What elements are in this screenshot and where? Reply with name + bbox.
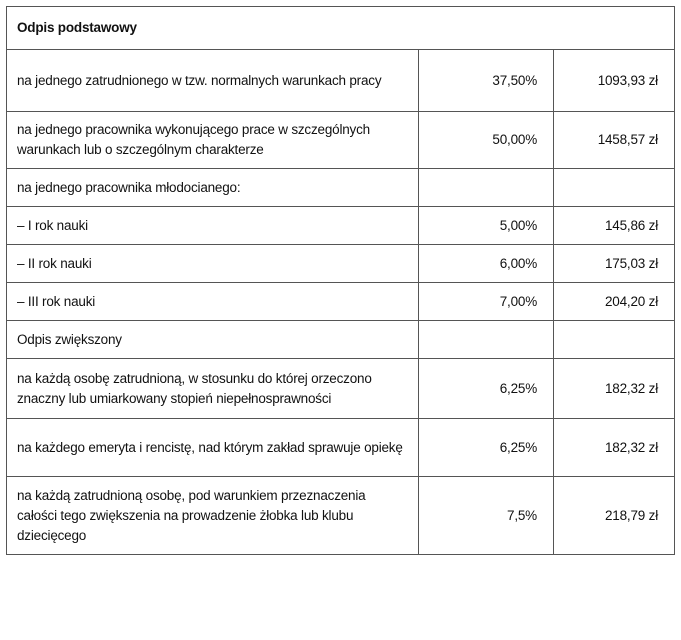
amount-cell: 182,32 zł bbox=[553, 418, 675, 477]
row-label: na jednego pracownika wykonującego prace… bbox=[6, 111, 419, 169]
rate-cell: 7,00% bbox=[418, 282, 554, 321]
rate-cell: 6,25% bbox=[418, 418, 554, 477]
allowance-table: Odpis podstawowy na jednego zatrudnioneg… bbox=[6, 6, 675, 555]
amount-cell: 204,20 zł bbox=[553, 282, 675, 321]
amount-cell: 218,79 zł bbox=[553, 476, 675, 555]
table-row: na każdą zatrudnioną osobę, pod warunkie… bbox=[6, 476, 675, 555]
empty-cell bbox=[553, 168, 675, 207]
empty-cell bbox=[418, 320, 554, 359]
empty-cell bbox=[418, 168, 554, 207]
rate-cell: 37,50% bbox=[418, 49, 554, 112]
amount-cell: 175,03 zł bbox=[553, 244, 675, 283]
table-title: Odpis podstawowy bbox=[6, 6, 675, 50]
row-label: Odpis zwiększony bbox=[6, 320, 419, 359]
table-row: na jednego pracownika wykonującego prace… bbox=[6, 111, 675, 169]
rate-cell: 7,5% bbox=[418, 476, 554, 555]
row-label: – III rok nauki bbox=[6, 282, 419, 321]
row-label: na każdego emeryta i rencistę, nad który… bbox=[6, 418, 419, 477]
row-label: na jednego zatrudnionego w tzw. normalny… bbox=[6, 49, 419, 112]
rate-cell: 50,00% bbox=[418, 111, 554, 169]
row-label: – I rok nauki bbox=[6, 206, 419, 245]
table-row: – III rok nauki 7,00% 204,20 zł bbox=[6, 282, 675, 321]
row-label: – II rok nauki bbox=[6, 244, 419, 283]
table-row: – II rok nauki 6,00% 175,03 zł bbox=[6, 244, 675, 283]
rate-cell: 5,00% bbox=[418, 206, 554, 245]
table-row: – I rok nauki 5,00% 145,86 zł bbox=[6, 206, 675, 245]
amount-cell: 145,86 zł bbox=[553, 206, 675, 245]
row-label: na każdą zatrudnioną osobę, pod warunkie… bbox=[6, 476, 419, 555]
header-row: Odpis podstawowy bbox=[6, 6, 675, 50]
row-label: na każdą osobę zatrudnioną, w stosunku d… bbox=[6, 358, 419, 419]
empty-cell bbox=[553, 320, 675, 359]
table-row: na każdą osobę zatrudnioną, w stosunku d… bbox=[6, 358, 675, 419]
rate-cell: 6,25% bbox=[418, 358, 554, 419]
amount-cell: 1458,57 zł bbox=[553, 111, 675, 169]
amount-cell: 1093,93 zł bbox=[553, 49, 675, 112]
row-label: na jednego pracownika młodocianego: bbox=[6, 168, 419, 207]
table-row: Odpis zwiększony bbox=[6, 320, 675, 359]
table-row: na jednego pracownika młodocianego: bbox=[6, 168, 675, 207]
rate-cell: 6,00% bbox=[418, 244, 554, 283]
table-row: na każdego emeryta i rencistę, nad który… bbox=[6, 418, 675, 477]
table-row: na jednego zatrudnionego w tzw. normalny… bbox=[6, 49, 675, 112]
amount-cell: 182,32 zł bbox=[553, 358, 675, 419]
